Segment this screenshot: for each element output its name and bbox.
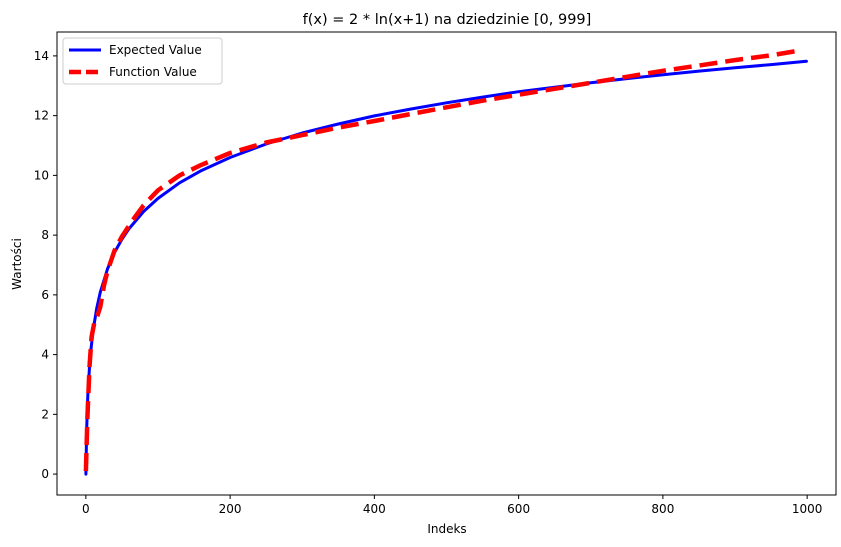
x-axis-label: Indeks xyxy=(427,522,466,536)
y-tick-label: 0 xyxy=(41,467,49,481)
plot-frame xyxy=(56,31,837,496)
x-tick-label: 1000 xyxy=(792,502,823,516)
y-axis-label: Wartości xyxy=(10,238,24,290)
y-tick-label: 4 xyxy=(41,348,49,362)
chart-title: f(x) = 2 * ln(x+1) na dziedzinie [0, 999… xyxy=(303,12,592,28)
y-tick-label: 14 xyxy=(34,49,49,63)
series-line-function-value xyxy=(83,48,801,472)
x-tick-label: 800 xyxy=(651,502,674,516)
legend-label: Function Value xyxy=(109,65,197,79)
y-tick-label: 6 xyxy=(41,288,49,302)
y-tick-label: 8 xyxy=(41,228,49,242)
y-tick-label: 12 xyxy=(34,109,49,123)
x-tick-label: 400 xyxy=(363,502,386,516)
legend-label: Expected Value xyxy=(109,43,202,57)
y-tick-label: 10 xyxy=(34,168,49,182)
legend-box xyxy=(62,37,223,85)
x-tick-label: 0 xyxy=(82,502,90,516)
legend: Expected Value Function Value xyxy=(62,37,223,85)
y-tick-label: 2 xyxy=(41,407,49,421)
x-tick-label: 200 xyxy=(219,502,242,516)
x-tick-label: 600 xyxy=(507,502,530,516)
